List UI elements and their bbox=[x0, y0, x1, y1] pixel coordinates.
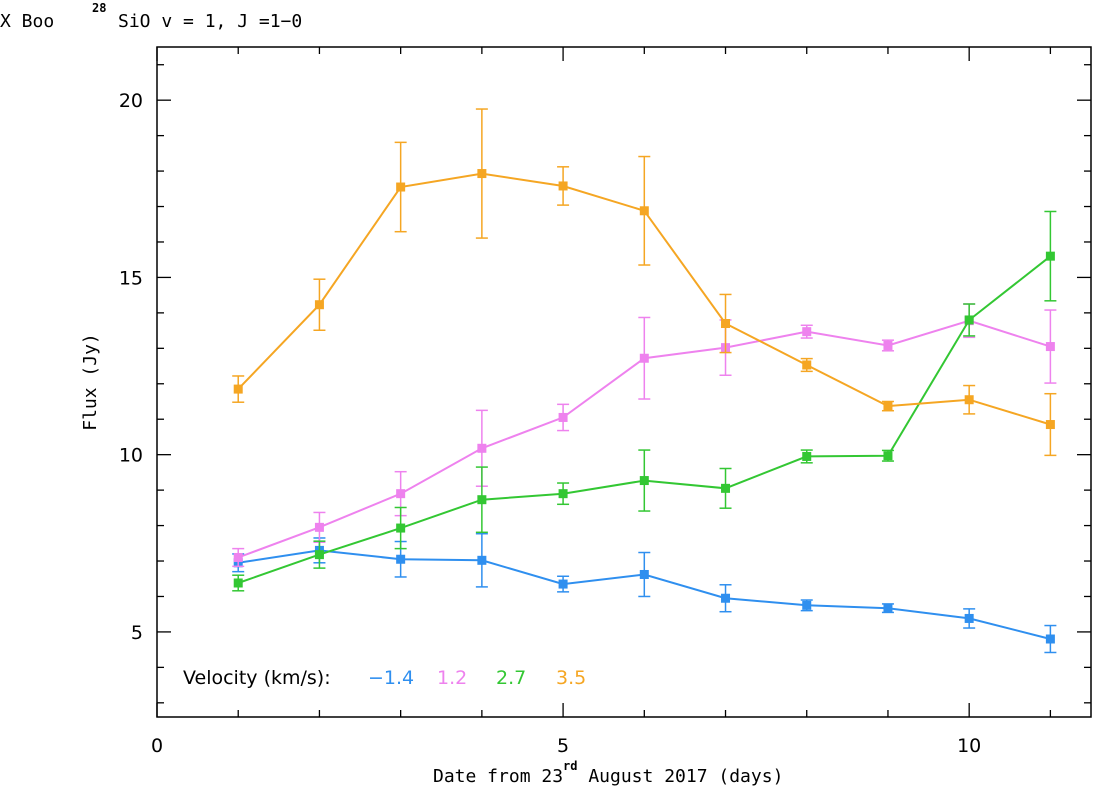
axis-ticks bbox=[156, 47, 1091, 717]
chart-title-source: X Boo bbox=[0, 11, 54, 32]
x-tick-label: 5 bbox=[557, 735, 569, 757]
series-group bbox=[232, 108, 1057, 457]
legend-entry: 1.2 bbox=[437, 667, 467, 689]
data-point bbox=[802, 600, 812, 610]
data-point bbox=[639, 353, 649, 363]
data-point bbox=[883, 340, 893, 350]
plot-frame bbox=[156, 46, 1092, 718]
data-point bbox=[314, 300, 324, 310]
data-point bbox=[721, 593, 731, 603]
y-tick-label: 15 bbox=[119, 267, 143, 289]
data-point bbox=[639, 569, 649, 579]
data-point bbox=[1045, 634, 1055, 644]
series-group bbox=[232, 210, 1057, 592]
data-point bbox=[396, 523, 406, 533]
data-point bbox=[964, 395, 974, 405]
series-line bbox=[237, 255, 1052, 584]
legend-entry: 3.5 bbox=[556, 667, 586, 689]
data-point bbox=[558, 579, 568, 589]
data-point bbox=[1045, 420, 1055, 430]
data-point bbox=[396, 489, 406, 499]
data-point bbox=[477, 169, 487, 179]
data-point bbox=[558, 489, 568, 499]
legend-entry: 2.7 bbox=[496, 667, 526, 689]
x-axis-label-main: Date from 23 bbox=[433, 766, 563, 787]
data-point bbox=[558, 412, 568, 422]
x-axis-label-rest: August 2017 (days) bbox=[578, 766, 784, 787]
legend-entry: −1.4 bbox=[368, 667, 414, 689]
data-point bbox=[477, 555, 487, 565]
data-point bbox=[964, 613, 974, 623]
data-point bbox=[396, 182, 406, 192]
series-group bbox=[232, 303, 1057, 568]
data-point bbox=[802, 451, 812, 461]
legend: Velocity (km/s): −1.4 1.2 2.7 3.5 bbox=[183, 667, 586, 689]
x-tick-label: 10 bbox=[957, 735, 981, 757]
y-tick-label: 5 bbox=[131, 622, 143, 644]
data-point bbox=[1045, 342, 1055, 352]
data-point bbox=[639, 206, 649, 216]
data-point bbox=[396, 554, 406, 564]
data-point bbox=[1045, 251, 1055, 261]
data-point bbox=[233, 578, 243, 588]
y-tick-label: 10 bbox=[119, 445, 143, 467]
chart-title-molecule: SiO v = 1, J =1−0 bbox=[118, 11, 302, 32]
chart-title-isotope: 28 bbox=[92, 1, 106, 15]
data-point bbox=[233, 384, 243, 394]
series-layer bbox=[232, 108, 1057, 654]
x-tick-label: 0 bbox=[151, 735, 163, 757]
data-point bbox=[233, 552, 243, 562]
data-point bbox=[802, 327, 812, 337]
data-point bbox=[558, 181, 568, 191]
data-point bbox=[721, 319, 731, 329]
data-point bbox=[314, 550, 324, 560]
axis-tick-labels: 0 5 10 5 10 15 20 bbox=[119, 90, 981, 757]
y-axis-label: Flux (Jy) bbox=[80, 333, 101, 431]
data-point bbox=[721, 483, 731, 493]
data-point bbox=[477, 495, 487, 505]
data-point bbox=[477, 443, 487, 453]
data-point bbox=[314, 522, 324, 532]
data-point bbox=[639, 476, 649, 486]
data-point bbox=[802, 360, 812, 370]
data-point bbox=[883, 401, 893, 411]
data-point bbox=[964, 315, 974, 325]
y-tick-label: 20 bbox=[119, 90, 143, 112]
legend-title: Velocity (km/s): bbox=[183, 667, 331, 689]
data-point bbox=[883, 451, 893, 461]
x-axis-label: Date from 23rd August 2017 (days) bbox=[433, 759, 783, 787]
x-axis-label-sup: rd bbox=[563, 759, 577, 773]
series-group bbox=[232, 532, 1057, 654]
data-point bbox=[883, 603, 893, 613]
